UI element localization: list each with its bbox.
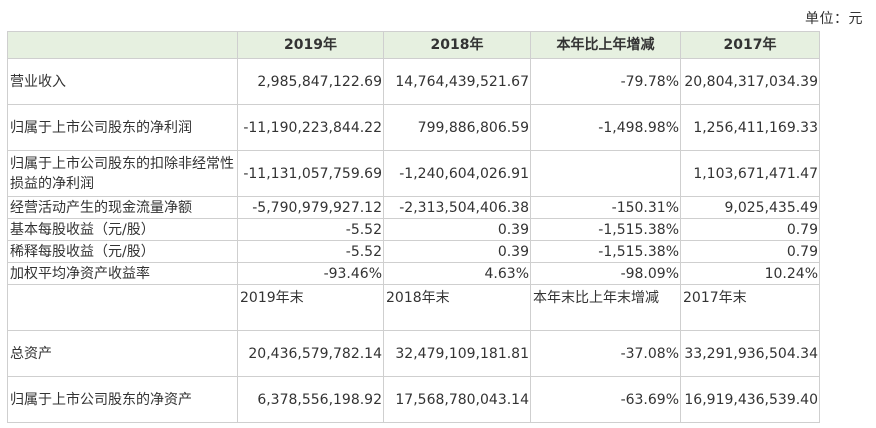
cell-2018: 14,764,439,521.67	[383, 58, 531, 105]
table-row: 营业收入 2,985,847,122.69 14,764,439,521.67 …	[7, 58, 820, 105]
row-label: 归属于上市公司股东的净资产	[7, 376, 238, 423]
cell-change: -37.08%	[530, 330, 681, 377]
cell-2017: 9,025,435.49	[680, 196, 820, 219]
header-cell-label	[7, 31, 238, 59]
row-label: 总资产	[7, 330, 238, 377]
unit-label: 单位：元	[805, 11, 863, 27]
cell-change: -63.69%	[530, 376, 681, 423]
row-label: 加权平均净资产收益率	[7, 262, 238, 285]
cell-2019: -11,190,223,844.22	[237, 104, 384, 151]
cell-2018: -2,313,504,406.38	[383, 196, 531, 219]
table-row: 基本每股收益（元/股） -5.52 0.39 -1,515.38% 0.79	[7, 218, 820, 241]
table-row: 归属于上市公司股东的净利润 -11,190,223,844.22 799,886…	[7, 104, 820, 151]
cell-change: -1,498.98%	[530, 104, 681, 151]
header-cell-2019: 2019年	[237, 31, 384, 59]
subheader-cell-change: 本年末比上年末增减	[530, 284, 681, 331]
cell-change: -79.78%	[530, 58, 681, 105]
row-label: 归属于上市公司股东的扣除非经常性损益的净利润	[7, 150, 238, 197]
cell-2018: 32,479,109,181.81	[383, 330, 531, 377]
table-row: 稀释每股收益（元/股） -5.52 0.39 -1,515.38% 0.79	[7, 240, 820, 263]
header-row: 2019年 2018年 本年比上年增减 2017年	[7, 31, 820, 59]
table-row: 总资产 20,436,579,782.14 32,479,109,181.81 …	[7, 330, 820, 377]
cell-2019: -5.52	[237, 218, 384, 241]
subheader-cell-2018: 2018年末	[383, 284, 531, 331]
table-row: 归属于上市公司股东的扣除非经常性损益的净利润 -11,131,057,759.6…	[7, 150, 820, 197]
cell-change: -98.09%	[530, 262, 681, 285]
header-cell-change: 本年比上年增减	[530, 31, 681, 59]
cell-2017: 33,291,936,504.34	[680, 330, 820, 377]
row-label: 稀释每股收益（元/股）	[7, 240, 238, 263]
cell-2019: 6,378,556,198.92	[237, 376, 384, 423]
cell-2018: -1,240,604,026.91	[383, 150, 531, 197]
table-row: 经营活动产生的现金流量净额 -5,790,979,927.12 -2,313,5…	[7, 196, 820, 219]
row-label: 归属于上市公司股东的净利润	[7, 104, 238, 151]
cell-2017: 0.79	[680, 218, 820, 241]
cell-2017: 16,919,436,539.40	[680, 376, 820, 423]
cell-2019: -11,131,057,759.69	[237, 150, 384, 197]
cell-2018: 799,886,806.59	[383, 104, 531, 151]
cell-2019: 2,985,847,122.69	[237, 58, 384, 105]
subheader-cell-2019: 2019年末	[237, 284, 384, 331]
row-label: 基本每股收益（元/股）	[7, 218, 238, 241]
cell-2019: 20,436,579,782.14	[237, 330, 384, 377]
subheader-row: 2019年末 2018年末 本年末比上年末增减 2017年末	[7, 284, 820, 331]
cell-2017: 10.24%	[680, 262, 820, 285]
cell-2019: -93.46%	[237, 262, 384, 285]
financial-table: 2019年 2018年 本年比上年增减 2017年 营业收入 2,985,847…	[7, 31, 820, 423]
table-row: 归属于上市公司股东的净资产 6,378,556,198.92 17,568,78…	[7, 376, 820, 423]
cell-2019: -5,790,979,927.12	[237, 196, 384, 219]
cell-2018: 0.39	[383, 218, 531, 241]
cell-2017: 20,804,317,034.39	[680, 58, 820, 105]
cell-2019: -5.52	[237, 240, 384, 263]
cell-change: -1,515.38%	[530, 218, 681, 241]
cell-2017: 1,103,671,471.47	[680, 150, 820, 197]
header-cell-2018: 2018年	[383, 31, 531, 59]
cell-change: -1,515.38%	[530, 240, 681, 263]
subheader-cell-label	[7, 284, 238, 331]
cell-2017: 0.79	[680, 240, 820, 263]
row-label: 经营活动产生的现金流量净额	[7, 196, 238, 219]
cell-change: -150.31%	[530, 196, 681, 219]
cell-2018: 17,568,780,043.14	[383, 376, 531, 423]
cell-2018: 4.63%	[383, 262, 531, 285]
table-row: 加权平均净资产收益率 -93.46% 4.63% -98.09% 10.24%	[7, 262, 820, 285]
header-cell-2017: 2017年	[680, 31, 820, 59]
subheader-cell-2017: 2017年末	[680, 284, 820, 331]
row-label: 营业收入	[7, 58, 238, 105]
cell-2018: 0.39	[383, 240, 531, 263]
cell-change	[530, 150, 681, 197]
cell-2017: 1,256,411,169.33	[680, 104, 820, 151]
